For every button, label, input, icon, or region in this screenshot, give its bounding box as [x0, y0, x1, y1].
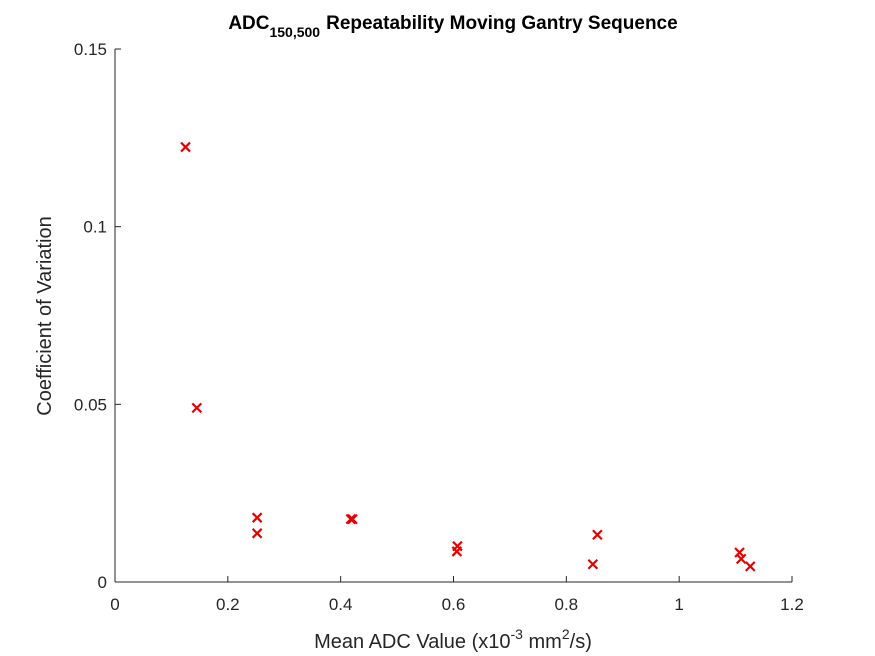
xlabel-prefix: Mean ADC Value (x10 — [314, 631, 510, 653]
x-ticks: 0 0.2 0.4 0.6 0.8 1 1.2 — [110, 576, 804, 614]
data-point — [251, 512, 263, 523]
data-point — [587, 558, 599, 570]
x-tick-label: 0 — [110, 595, 119, 614]
data-point — [180, 141, 191, 153]
title-subscript: 150,500 — [269, 24, 320, 40]
data-point — [592, 529, 603, 541]
data-point — [744, 561, 756, 572]
y-tick-label: 0 — [98, 573, 107, 592]
x-tick-label: 0.8 — [555, 595, 579, 614]
title-rest: Repeatability Moving Gantry Sequence — [326, 13, 678, 34]
data-point — [735, 553, 747, 565]
axes — [114, 49, 792, 583]
xlabel-suffix: /s) — [570, 631, 592, 653]
x-tick-label: 0.2 — [216, 595, 240, 614]
y-tick-label: 0.05 — [74, 395, 107, 414]
xlabel-exp2: 2 — [562, 626, 570, 642]
y-axis-label: Coefficient of Variation — [34, 216, 56, 415]
xlabel-middle: mm — [523, 631, 562, 653]
data-points — [180, 141, 756, 572]
title-main: ADC — [228, 13, 269, 34]
data-point — [191, 402, 203, 414]
data-point — [345, 513, 357, 525]
y-tick-label: 0.1 — [83, 218, 107, 237]
y-tick-label: 0.15 — [74, 40, 107, 59]
chart-title: ADC150,500 Repeatability Moving Gantry Se… — [228, 13, 677, 40]
x-tick-label: 1 — [674, 595, 683, 614]
data-point — [451, 546, 463, 557]
x-axis-label: Mean ADC Value (x10-3 mm2/s) — [314, 626, 592, 653]
y-ticks: 0 0.05 0.1 0.15 — [74, 40, 121, 592]
x-tick-label: 0.6 — [442, 595, 466, 614]
data-point — [347, 513, 358, 525]
data-point — [251, 528, 263, 539]
x-tick-label: 1.2 — [780, 595, 804, 614]
xlabel-exp1: -3 — [511, 626, 524, 642]
x-tick-label: 0.4 — [329, 595, 353, 614]
